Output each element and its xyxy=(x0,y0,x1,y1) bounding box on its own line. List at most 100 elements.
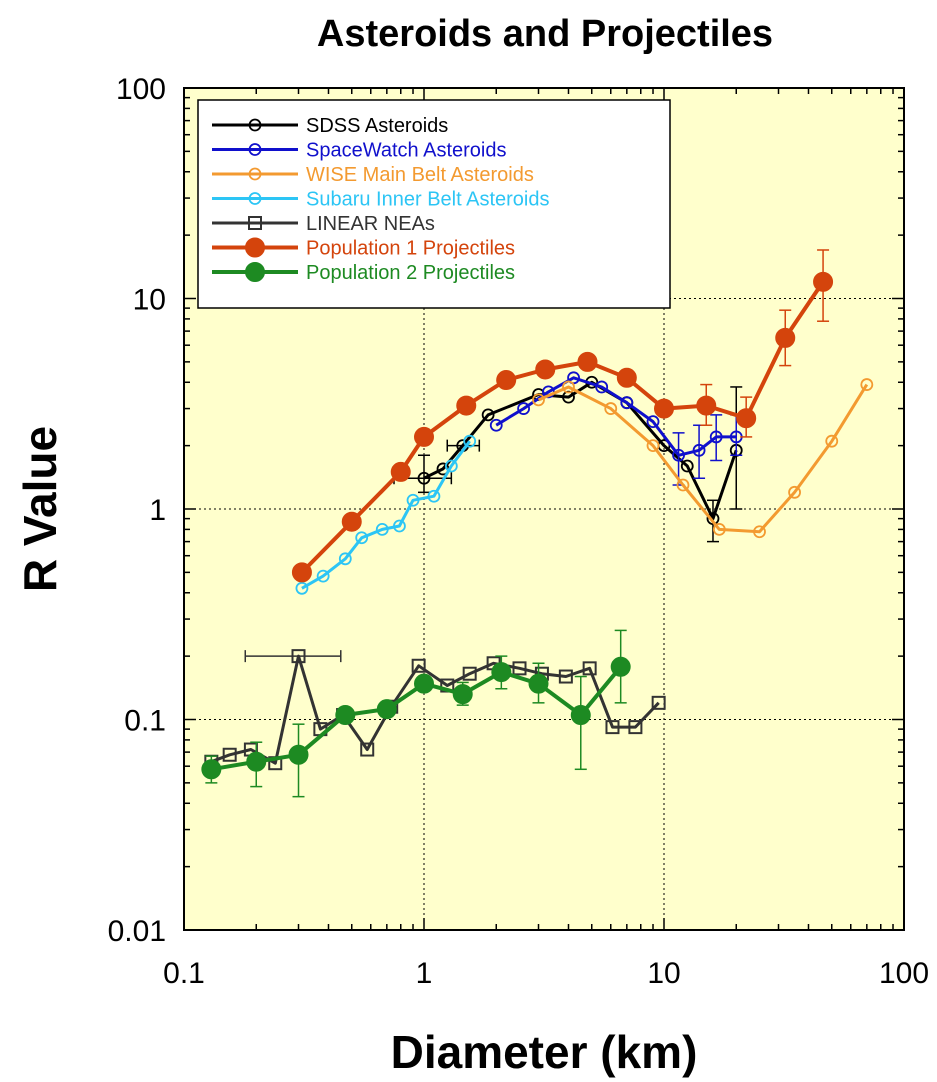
series-linear-neas-point xyxy=(291,649,306,664)
series-wise-main-belt-asteroids xyxy=(532,378,874,539)
x-tick-label: 10 xyxy=(647,957,680,990)
legend-item-wise-main-belt-asteroids-label: WISE Main Belt Asteroids xyxy=(306,164,534,186)
series-population-2-projectiles-point xyxy=(201,759,222,780)
legend-item-linear-neas-label: LINEAR NEAs xyxy=(306,213,435,235)
series-subaru-inner-belt-asteroids-point xyxy=(393,519,406,533)
y-tick-label: 1 xyxy=(149,494,166,527)
series-spacewatch-asteroids-point xyxy=(517,402,530,415)
series-subaru-inner-belt-asteroids-point xyxy=(427,489,441,503)
series-population-1-projectiles-point xyxy=(654,398,674,419)
series-subaru-inner-belt-asteroids-point xyxy=(338,552,352,566)
legend-item-sdss-asteroids-point xyxy=(248,118,262,132)
series-population-1-projectiles xyxy=(291,249,834,583)
series-spacewatch-asteroids-point xyxy=(595,380,609,394)
legend-item-wise-main-belt-asteroids-point xyxy=(248,167,262,181)
series-population-2-projectiles-point xyxy=(246,751,267,772)
legend-item-subaru-inner-belt-asteroids-point xyxy=(248,192,262,205)
series-linear-neas-point xyxy=(360,742,375,757)
series-population-1-projectiles-point xyxy=(291,562,312,583)
legend-item-subaru-inner-belt-asteroids-label: Subaru Inner Belt Asteroids xyxy=(306,189,549,211)
series-population-1-projectiles-point xyxy=(616,367,637,388)
series-sdss-asteroids-point xyxy=(417,471,431,485)
series-population-1-projectiles-point xyxy=(341,511,362,532)
legend-item-population-1-projectiles: Population 1 Projectiles xyxy=(212,237,515,260)
series-wise-main-belt-asteroids-point xyxy=(788,485,801,499)
series-spacewatch-asteroids-point xyxy=(489,418,503,432)
series-population-2-projectiles-point xyxy=(570,705,591,726)
series-population-1-projectiles-point xyxy=(456,395,477,416)
chart-title: Asteroids and Projectiles xyxy=(317,13,773,55)
legend-item-population-2-projectiles-point xyxy=(245,262,265,282)
series-wise-main-belt-asteroids-point xyxy=(753,525,766,539)
series-wise-main-belt-asteroids-point xyxy=(604,402,618,415)
series-wise-main-belt-asteroids-point xyxy=(860,378,874,391)
series-population-2-projectiles-point xyxy=(414,673,434,694)
series-subaru-inner-belt-asteroids-point xyxy=(444,459,458,473)
series-sdss-asteroids-point xyxy=(706,512,720,526)
series-population-2-projectiles-point xyxy=(288,744,309,765)
series-subaru-inner-belt-asteroids-point xyxy=(295,581,309,595)
x-tick-label: 100 xyxy=(879,957,929,990)
series-wise-main-belt-asteroids-point xyxy=(712,522,726,536)
legend-item-subaru-inner-belt-asteroids: Subaru Inner Belt Asteroids xyxy=(212,189,549,211)
series-population-2-projectiles-point xyxy=(376,699,397,720)
series-population-1-projectiles-point xyxy=(414,426,434,447)
series-subaru-inner-belt-asteroids-point xyxy=(375,522,389,536)
legend-item-linear-neas: LINEAR NEAs xyxy=(212,213,435,235)
legend-item-spacewatch-asteroids-point xyxy=(248,143,262,156)
series-subaru-inner-belt-asteroids-point xyxy=(355,531,369,545)
y-tick-label: 0.1 xyxy=(124,705,166,738)
series-linear-neas-point xyxy=(628,720,643,735)
series-spacewatch-asteroids xyxy=(489,371,743,486)
series-linear-neas-point xyxy=(411,658,426,673)
series-wise-main-belt-asteroids-point xyxy=(532,393,545,407)
series-population-1-projectiles-point xyxy=(390,461,411,482)
x-axis-label: Diameter (km) xyxy=(391,1026,698,1078)
series-linear-neas-point xyxy=(582,661,597,676)
series-linear-neas-point xyxy=(512,661,527,676)
series-spacewatch-asteroids-point xyxy=(709,430,723,444)
series-subaru-inner-belt-asteroids-line xyxy=(301,440,471,590)
legend-item-linear-neas-point xyxy=(248,216,262,230)
series-linear-neas-point xyxy=(222,747,237,762)
series-population-2-projectiles-point xyxy=(452,684,473,705)
series-layer xyxy=(201,249,874,798)
series-population-2-projectiles-point xyxy=(335,705,356,726)
series-wise-main-belt-asteroids-point xyxy=(825,434,839,448)
series-population-2-projectiles-point xyxy=(491,662,512,683)
series-population-1-projectiles-point xyxy=(535,359,556,380)
y-axis-label: R Value xyxy=(14,426,66,592)
series-linear-neas-line xyxy=(210,654,660,765)
series-population-2-projectiles-point xyxy=(528,673,549,694)
series-wise-main-belt-asteroids-point xyxy=(676,478,690,492)
series-spacewatch-asteroids-point xyxy=(672,448,685,462)
series-wise-main-belt-asteroids-point xyxy=(562,380,575,394)
legend-item-population-2-projectiles: Population 2 Projectiles xyxy=(212,262,515,284)
y-tick-label: 10 xyxy=(133,284,166,317)
series-population-2-projectiles xyxy=(201,629,631,798)
legend-item-wise-main-belt-asteroids: WISE Main Belt Asteroids xyxy=(212,164,534,186)
series-subaru-inner-belt-asteroids-point xyxy=(406,493,420,507)
series-linear-neas xyxy=(204,649,666,771)
series-spacewatch-asteroids-line xyxy=(495,376,737,457)
series-linear-neas-point xyxy=(462,666,477,681)
series-population-1-projectiles-point xyxy=(496,370,517,391)
series-subaru-inner-belt-asteroids-point xyxy=(316,569,330,583)
legend-item-population-1-projectiles-point xyxy=(245,237,265,258)
series-spacewatch-asteroids-point xyxy=(692,443,706,457)
series-linear-neas-point xyxy=(651,695,666,710)
series-wise-main-belt-asteroids-line xyxy=(537,383,869,534)
series-population-1-projectiles-point xyxy=(775,327,796,348)
series-sdss-asteroids-point xyxy=(680,459,694,473)
plot-frame xyxy=(183,87,905,931)
x-tick-label: 1 xyxy=(416,957,433,990)
y-tick-label: 0.01 xyxy=(108,915,166,948)
series-population-1-projectiles-point xyxy=(736,408,757,429)
legend-item-sdss-asteroids-label: SDSS Asteroids xyxy=(306,115,448,137)
series-population-1-projectiles-point xyxy=(696,395,717,416)
series-subaru-inner-belt-asteroids xyxy=(295,434,477,595)
series-spacewatch-asteroids-point xyxy=(620,396,634,410)
x-tick-label: 0.1 xyxy=(163,957,205,990)
